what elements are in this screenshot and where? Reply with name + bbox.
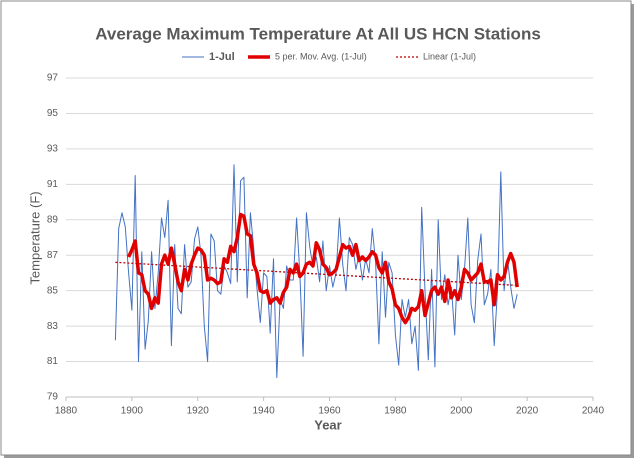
y-tick-label: 97 <box>47 73 59 84</box>
chart-title: Average Maximum Temperature At All US HC… <box>95 24 541 43</box>
x-tick-label: 2040 <box>582 406 605 417</box>
x-axis-label: Year <box>314 417 341 432</box>
y-tick-label: 87 <box>47 250 59 261</box>
x-tick-label: 1920 <box>187 406 210 417</box>
y-tick-label: 79 <box>47 392 59 403</box>
y-tick-label: 85 <box>47 285 59 296</box>
legend-label: Linear (1-Jul) <box>423 51 476 61</box>
x-tick-label: 1960 <box>318 406 341 417</box>
x-tick-label: 1900 <box>121 406 144 417</box>
y-tick-label: 81 <box>47 356 59 367</box>
x-tick-label: 2000 <box>450 406 473 417</box>
frame <box>0 0 632 456</box>
y-tick-label: 89 <box>47 214 59 225</box>
x-tick-label: 2020 <box>516 406 539 417</box>
y-tick-label: 91 <box>47 179 59 190</box>
legend-label: 5 per. Mov. Avg. (1-Jul) <box>275 51 367 61</box>
series-line <box>115 261 518 287</box>
x-tick-label: 1940 <box>253 406 276 417</box>
x-tick-label: 1880 <box>55 406 78 417</box>
y-tick-label: 95 <box>47 108 59 119</box>
series-line <box>127 212 519 325</box>
legend-label: 1-Jul <box>209 51 235 63</box>
y-tick-label: 83 <box>47 321 59 332</box>
x-tick-label: 1980 <box>384 406 407 417</box>
y-axis-label: Temperature (F) <box>27 191 42 284</box>
y-tick-label: 93 <box>47 144 59 155</box>
